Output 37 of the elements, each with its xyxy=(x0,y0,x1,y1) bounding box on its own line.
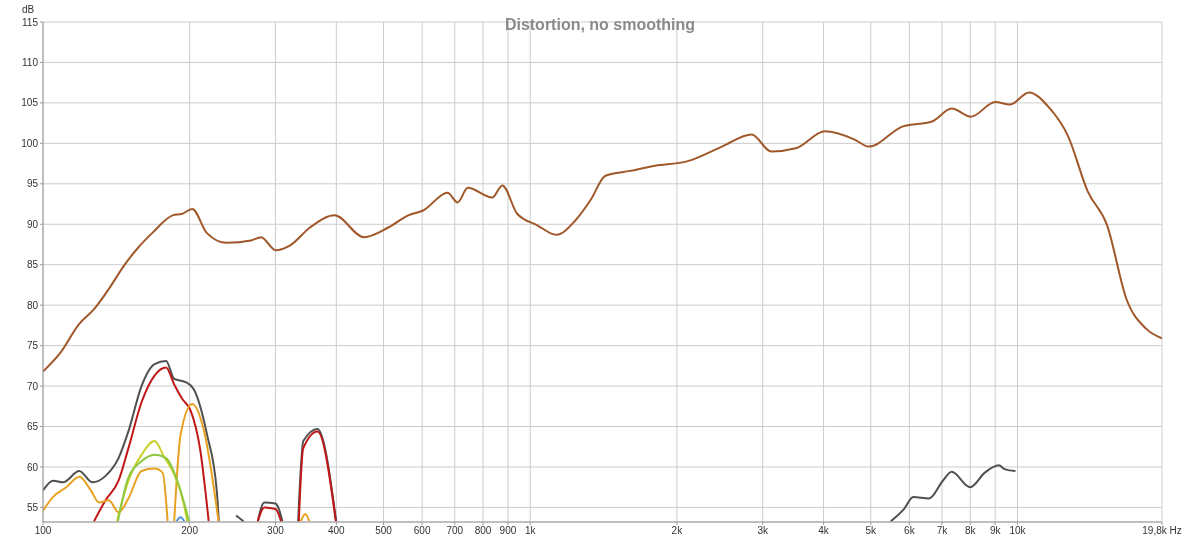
x-tick-label: 9k xyxy=(989,525,1002,537)
x-tick-label: 6k xyxy=(904,525,916,537)
y-tick-label: 70 xyxy=(26,380,39,392)
y-tick-label: 100 xyxy=(21,137,39,149)
x-tick-label: 500 xyxy=(375,525,393,537)
y-tick-label: 95 xyxy=(26,178,39,190)
x-tick-label: 10k xyxy=(1009,525,1027,537)
x-tick-label: 700 xyxy=(446,525,464,537)
x-tick-label: 4k xyxy=(818,525,830,537)
y-tick-label: 80 xyxy=(26,299,39,311)
x-tick-label: 900 xyxy=(499,525,517,537)
x-tick-label: 800 xyxy=(474,525,492,537)
y-tick-label: 75 xyxy=(26,340,39,352)
line-series xyxy=(116,453,191,522)
chart-title: Distortion, no smoothing xyxy=(504,16,696,33)
x-tick-label: 3k xyxy=(757,525,769,537)
x-tick-label: 1k xyxy=(524,525,537,537)
line-series xyxy=(116,440,189,522)
y-tick-label: 90 xyxy=(26,218,39,230)
x-tick-label: 5k xyxy=(865,525,878,537)
x-tick-label: 100 xyxy=(34,525,52,537)
y-tick-label: 60 xyxy=(26,461,39,473)
y-tick-label: 105 xyxy=(21,97,39,109)
y-axis-title: dB xyxy=(22,4,35,15)
x-tick-label: 600 xyxy=(413,525,431,537)
y-tick-label: 110 xyxy=(22,57,39,68)
y-tick-label: 85 xyxy=(26,259,39,271)
x-tick-label: 200 xyxy=(181,525,199,537)
x-tick-label: 8k xyxy=(964,525,977,537)
x-tick-label: 7k xyxy=(936,525,949,537)
x-tick-label: 2k xyxy=(671,525,684,537)
y-tick-label: 55 xyxy=(26,501,39,513)
y-tick-label: 65 xyxy=(26,421,39,433)
x-tick-label: 400 xyxy=(328,525,346,537)
x-tick-label: 19,8k Hz xyxy=(1142,525,1182,537)
x-tick-label: 300 xyxy=(267,525,285,537)
y-tick-label: 115 xyxy=(22,16,39,28)
